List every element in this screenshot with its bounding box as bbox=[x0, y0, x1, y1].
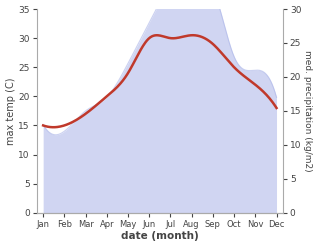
Y-axis label: med. precipitation (kg/m2): med. precipitation (kg/m2) bbox=[303, 50, 313, 172]
X-axis label: date (month): date (month) bbox=[121, 231, 199, 242]
Y-axis label: max temp (C): max temp (C) bbox=[5, 77, 16, 145]
